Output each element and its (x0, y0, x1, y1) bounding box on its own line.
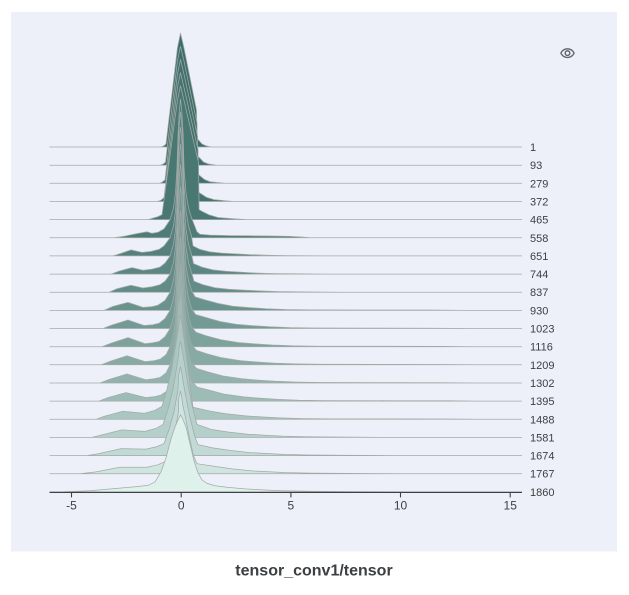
svg-text:1209: 1209 (530, 360, 554, 372)
svg-text:1860: 1860 (530, 487, 554, 499)
svg-text:744: 744 (530, 269, 548, 281)
svg-text:1581: 1581 (530, 432, 554, 444)
svg-text:5: 5 (288, 499, 295, 513)
svg-text:93: 93 (530, 160, 542, 172)
svg-text:1023: 1023 (530, 324, 554, 336)
svg-text:1116: 1116 (530, 342, 553, 354)
svg-text:tensor_conv1/tensor: tensor_conv1/tensor (235, 563, 392, 580)
svg-text:10: 10 (394, 499, 408, 513)
svg-text:465: 465 (530, 215, 548, 227)
svg-text:1767: 1767 (530, 469, 554, 481)
svg-text:0: 0 (178, 499, 185, 513)
svg-text:558: 558 (530, 233, 548, 245)
svg-text:1302: 1302 (530, 378, 554, 390)
svg-text:837: 837 (530, 287, 548, 299)
svg-text:1: 1 (530, 142, 536, 154)
svg-text:1488: 1488 (530, 414, 554, 426)
svg-text:372: 372 (530, 197, 548, 209)
svg-text:1674: 1674 (530, 451, 554, 463)
svg-text:930: 930 (530, 305, 548, 317)
svg-text:15: 15 (504, 499, 518, 513)
svg-text:1395: 1395 (530, 396, 554, 408)
svg-text:279: 279 (530, 178, 548, 190)
svg-text:-5: -5 (66, 499, 77, 513)
svg-text:651: 651 (530, 251, 548, 263)
